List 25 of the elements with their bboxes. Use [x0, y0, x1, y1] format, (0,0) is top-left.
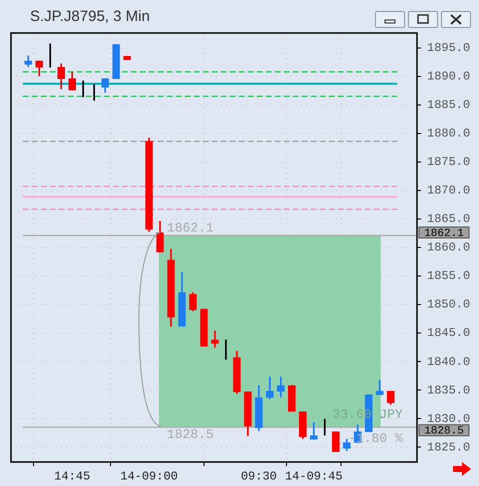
y-tick-label: 1885.0 — [427, 98, 470, 112]
y-tick-label: 1890.0 — [427, 70, 470, 84]
y-tick-label: 1875.0 — [427, 155, 470, 170]
y-tick-label: 1840.0 — [427, 354, 470, 369]
y-tick-label: 1855.0 — [427, 269, 470, 284]
y-tick-label: 1825.0 — [427, 440, 470, 454]
annotation: 1862.1 — [166, 220, 214, 236]
y-tick-label: 1865.0 — [427, 212, 470, 226]
y-tick-label: 1845.0 — [427, 326, 470, 340]
y-tick-label: 1830.0 — [427, 412, 470, 426]
y-tick-label: 1860.0 — [427, 240, 470, 255]
x-tick-label: 14-09:00 — [120, 469, 178, 484]
ref-line-label: 1828.5 — [424, 426, 464, 438]
annotation: 1828.5 — [166, 427, 214, 442]
y-tick-label: 1835.0 — [427, 383, 470, 398]
ref-line-label: 1862.1 — [424, 228, 464, 240]
y-tick-label: 1895.0 — [427, 41, 470, 56]
y-tick-label: 1880.0 — [427, 126, 470, 141]
x-tick-label: 14-09:45 — [284, 469, 343, 484]
chart-title: S.JP.J8795, 3 Min — [30, 8, 150, 25]
candlestick — [211, 330, 219, 348]
x-tick-label: 14:45 — [54, 469, 90, 484]
y-tick-label: 1850.0 — [427, 298, 470, 312]
x-tick-label: 09:30 — [240, 469, 277, 484]
y-tick-label: 1870.0 — [427, 184, 470, 198]
